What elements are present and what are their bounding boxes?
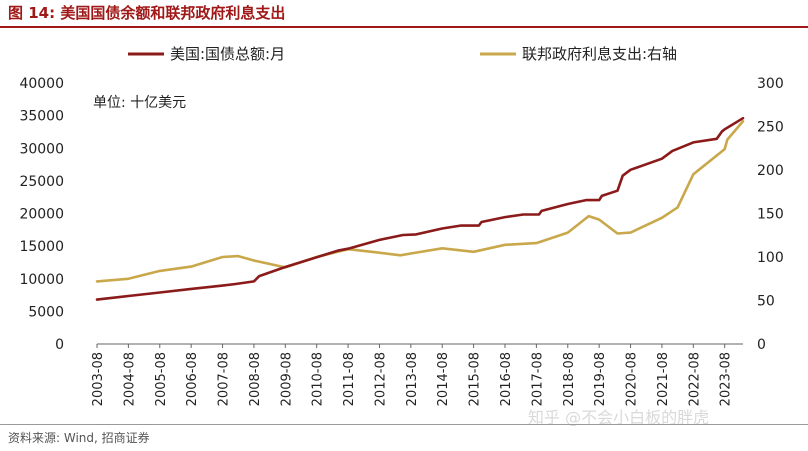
x-tick-label: 2019-08	[593, 352, 608, 406]
figure-title: 图 14: 美国国债余额和联邦政府利息支出	[8, 4, 286, 22]
x-tick-label: 2007-08	[217, 352, 232, 406]
unit-note: 单位: 十亿美元	[93, 95, 186, 111]
bottom-rule	[0, 424, 808, 425]
y-left-tick-label: 0	[55, 337, 64, 353]
total-debt-line	[95, 116, 745, 301]
x-tick-label: 2021-08	[656, 352, 671, 406]
x-tick-label: 2008-08	[248, 352, 263, 406]
x-tick-label: 2011-08	[342, 352, 357, 406]
x-tick-label: 2023-08	[719, 352, 734, 406]
source-note: 资料来源: Wind, 招商证券	[8, 431, 150, 445]
y-left-tick-label: 40000	[19, 76, 64, 92]
x-tick-label: 2004-08	[122, 352, 137, 406]
y-left-tick-label: 35000	[19, 109, 64, 125]
y-left-tick-label: 5000	[28, 304, 64, 320]
y-right-tick-label: 100	[757, 250, 784, 266]
y-right-tick-label: 300	[757, 76, 784, 92]
y-left-tick-label: 25000	[19, 174, 64, 190]
x-tick-label: 2012-08	[373, 352, 388, 406]
x-tick-label: 2003-08	[91, 352, 106, 406]
x-tick-label: 2006-08	[185, 352, 200, 406]
x-tick-label: 2022-08	[687, 352, 702, 406]
y-right-tick-label: 250	[757, 120, 784, 136]
y-right-tick-label: 200	[757, 163, 784, 179]
x-tick-label: 2015-08	[468, 352, 483, 406]
title-rule	[0, 26, 808, 28]
legend-label: 联邦政府利息支出:右轴	[522, 45, 677, 63]
x-tick-label: 2005-08	[154, 352, 169, 406]
y-left-tick-label: 20000	[19, 207, 64, 223]
legend-label: 美国:国债总额:月	[170, 45, 285, 63]
x-tick-label: 2018-08	[562, 352, 577, 406]
y-right-tick-label: 150	[757, 207, 784, 223]
x-tick-label: 2010-08	[311, 352, 326, 406]
x-tick-label: 2017-08	[530, 352, 545, 406]
x-tick-label: 2020-08	[625, 352, 640, 406]
y-left-tick-label: 15000	[19, 239, 64, 255]
x-tick-label: 2009-08	[279, 352, 294, 406]
x-tick-label: 2014-08	[436, 352, 451, 406]
y-left-tick-label: 30000	[19, 141, 64, 157]
y-left-tick-label: 10000	[19, 272, 64, 288]
x-tick-label: 2016-08	[499, 352, 514, 406]
y-right-tick-label: 0	[757, 337, 766, 353]
x-tick-label: 2013-08	[405, 352, 420, 406]
interest-expense-line	[95, 120, 745, 283]
y-right-tick-label: 50	[757, 294, 775, 310]
watermark: 知乎 @不会小白板的胖虎	[528, 408, 710, 427]
